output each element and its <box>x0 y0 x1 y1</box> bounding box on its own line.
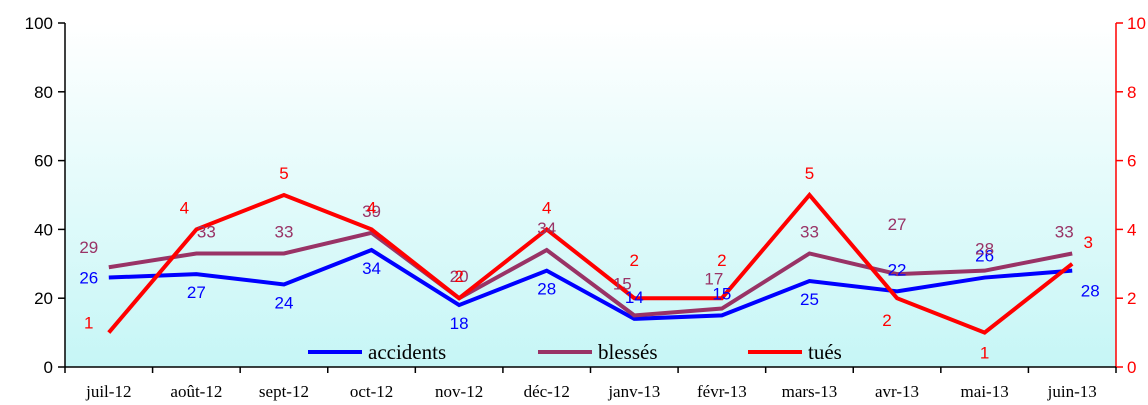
x-tick-label: avr-13 <box>875 382 919 401</box>
data-label-accidents: 26 <box>79 269 98 288</box>
x-tick-label: juil-12 <box>85 382 131 401</box>
y-right-tick-label: 4 <box>1127 220 1136 239</box>
data-label-blessés: 34 <box>537 219 556 238</box>
data-label-blessés: 33 <box>800 222 819 241</box>
data-label-accidents: 26 <box>975 247 994 266</box>
legend-label-tués: tués <box>808 340 842 364</box>
y-left-tick-label: 0 <box>44 358 53 377</box>
series-line-tués <box>107 191 1074 335</box>
x-tick-label: oct-12 <box>350 382 393 401</box>
x-tick-label: mars-13 <box>782 382 838 401</box>
y-left-tick-label: 40 <box>34 220 53 239</box>
data-label-accidents: 18 <box>450 314 469 333</box>
data-label-tués: 5 <box>279 164 288 183</box>
data-label-accidents: 22 <box>888 260 907 279</box>
data-label-blessés: 33 <box>274 222 293 241</box>
y-right-tick-label: 0 <box>1127 358 1136 377</box>
y-right-tick-label: 10 <box>1127 14 1146 33</box>
data-label-accidents: 24 <box>274 293 293 312</box>
data-label-accidents: 28 <box>1081 282 1100 301</box>
x-tick-label: mai-13 <box>961 382 1009 401</box>
data-label-tués: 2 <box>717 251 726 270</box>
data-label-tués: 1 <box>980 344 989 363</box>
data-label-blessés: 15 <box>613 274 632 293</box>
data-label-tués: 4 <box>542 198 551 217</box>
data-label-accidents: 25 <box>800 290 819 309</box>
data-label-tués: 5 <box>805 164 814 183</box>
data-label-blessés: 29 <box>79 238 98 257</box>
data-label-blessés: 33 <box>197 222 216 241</box>
x-tick-label: févr-13 <box>697 382 747 401</box>
y-left-tick-label: 100 <box>25 14 53 33</box>
data-label-tués: 4 <box>180 198 189 217</box>
legend-label-accidents: accidents <box>368 340 446 364</box>
y-right-tick-label: 6 <box>1127 152 1136 171</box>
data-label-accidents: 14 <box>625 288 644 307</box>
data-label-tués: 2 <box>630 251 639 270</box>
data-label-blessés: 27 <box>888 215 907 234</box>
data-label-accidents: 28 <box>537 280 556 299</box>
data-label-tués: 2 <box>882 311 891 330</box>
x-tick-label: déc-12 <box>524 382 570 401</box>
x-tick-label: juin-13 <box>1047 382 1097 401</box>
data-label-tués: 2 <box>454 267 463 286</box>
series-line-accidents <box>108 247 1073 321</box>
data-label-blessés: 39 <box>362 202 381 221</box>
legend-label-blessés: blessés <box>598 340 658 364</box>
data-label-accidents: 15 <box>712 284 731 303</box>
y-right-tick-label: 8 <box>1127 83 1136 102</box>
data-label-tués: 4 <box>367 198 376 217</box>
data-label-accidents: 27 <box>187 283 206 302</box>
y-left-tick-label: 60 <box>34 152 53 171</box>
y-left-tick-label: 20 <box>34 289 53 308</box>
data-label-tués: 3 <box>1083 233 1092 252</box>
data-label-tués: 1 <box>84 314 93 333</box>
data-label-accidents: 34 <box>362 259 381 278</box>
data-label-blessés: 33 <box>1055 222 1074 241</box>
x-tick-label: nov-12 <box>435 382 483 401</box>
x-tick-label: août-12 <box>170 382 222 401</box>
y-right-tick-label: 2 <box>1127 289 1136 308</box>
y-left-tick-label: 80 <box>34 83 53 102</box>
data-label-blessés: 20 <box>450 267 469 286</box>
data-label-blessés: 17 <box>704 270 723 289</box>
plot-background <box>65 23 1116 367</box>
data-label-blessés: 28 <box>975 240 994 259</box>
x-tick-label: sept-12 <box>259 382 309 401</box>
x-tick-label: janv-13 <box>607 382 660 401</box>
series-line-blessés <box>108 230 1073 318</box>
